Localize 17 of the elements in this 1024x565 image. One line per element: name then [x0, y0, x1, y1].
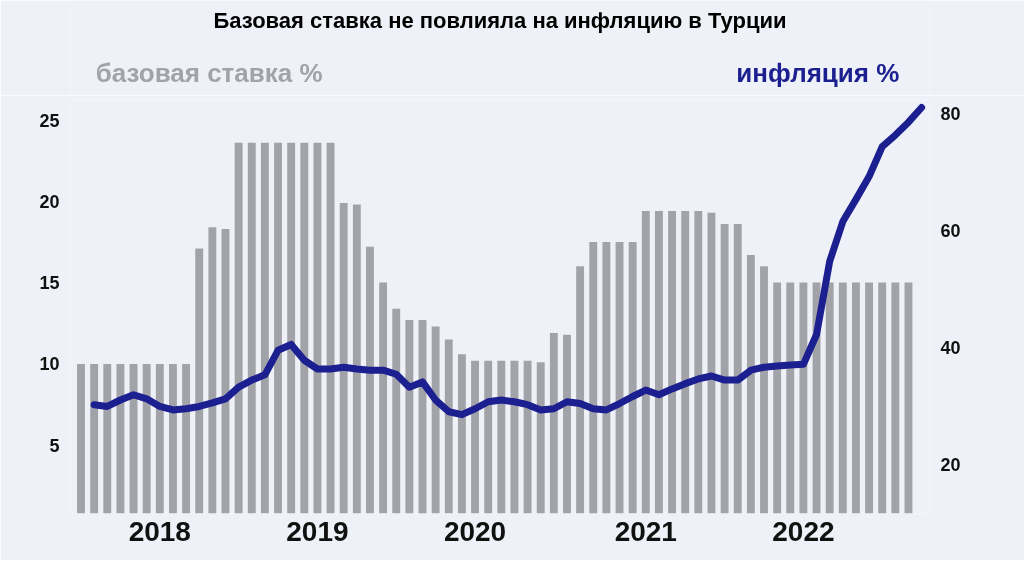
y2-tick-label: 20 [940, 454, 961, 475]
y-tick-label: 10 [39, 354, 60, 375]
x-tick-label: 2021 [614, 515, 677, 547]
y2-tick-label: 60 [940, 220, 961, 241]
x-tick-label: 2020 [443, 515, 507, 547]
y2-axis-title: инфляция % [736, 57, 900, 88]
y2-tick-label: 40 [940, 337, 961, 358]
y-tick-label: 25 [39, 110, 60, 131]
y-tick-label: 20 [39, 191, 60, 212]
y2-tick-label: 80 [940, 103, 961, 124]
y-tick-label: 5 [49, 435, 60, 456]
x-tick-label: 2018 [128, 515, 191, 547]
y-tick-label: 15 [39, 273, 60, 294]
x-tick-label: 2022 [772, 515, 835, 547]
chart-title: Базовая ставка не повлияла на инфляцию в Турции [213, 8, 787, 33]
x-tick-label: 2019 [286, 515, 349, 547]
y-axis-title: базовая ставка % [95, 57, 323, 88]
